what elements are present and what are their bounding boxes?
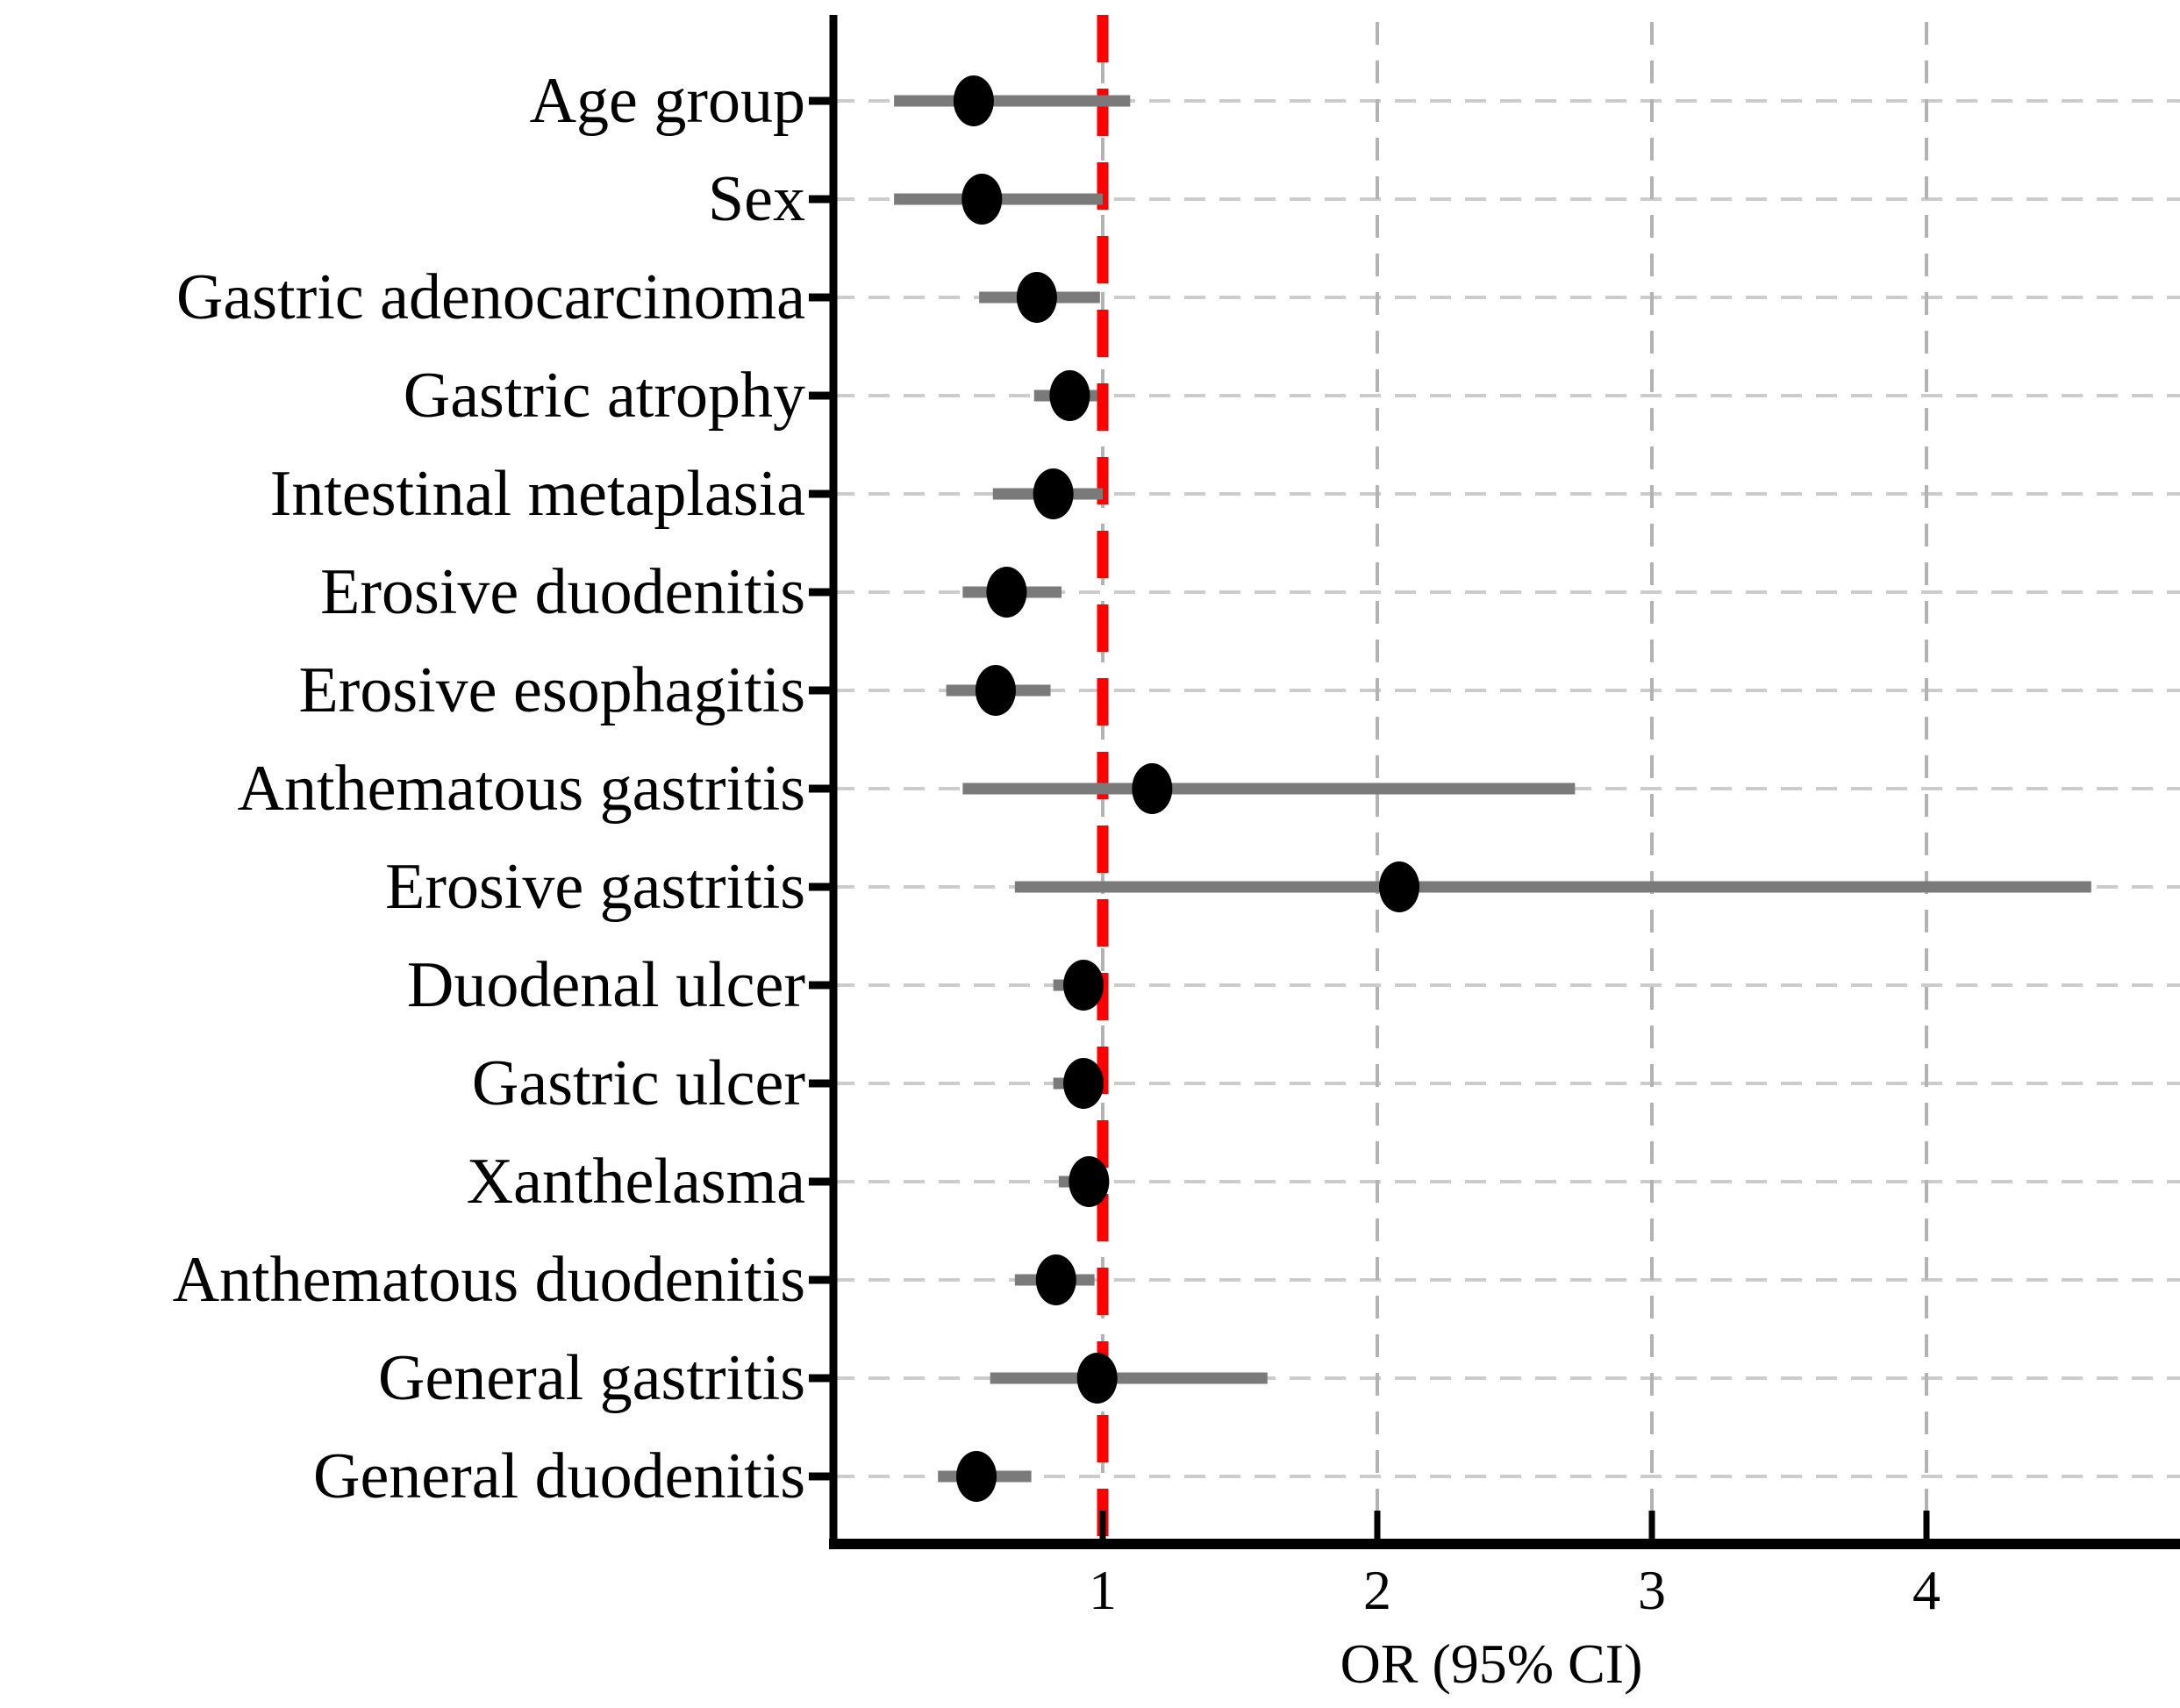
category-label: General duodenitis bbox=[313, 1440, 805, 1512]
or-point bbox=[1076, 1353, 1118, 1404]
or-point bbox=[1049, 370, 1090, 421]
or-point bbox=[1016, 272, 1057, 323]
or-point bbox=[1035, 1254, 1076, 1305]
category-label: General gastritis bbox=[378, 1342, 805, 1414]
or-point bbox=[956, 1451, 997, 1502]
category-label: Erosive esophagitis bbox=[298, 654, 805, 726]
category-label: Xanthelasma bbox=[467, 1146, 805, 1218]
or-point bbox=[1063, 1058, 1104, 1109]
category-label: Erosive duodenitis bbox=[320, 556, 805, 628]
x-tick-label: 3 bbox=[1638, 1559, 1666, 1621]
or-point bbox=[986, 567, 1027, 618]
category-label: Intestinal metaplasia bbox=[270, 458, 805, 530]
category-label: Anthematous gastritis bbox=[238, 753, 805, 825]
or-point bbox=[961, 174, 1003, 225]
or-point bbox=[1063, 960, 1104, 1011]
x-tick-label: 1 bbox=[1089, 1559, 1117, 1621]
x-axis-title: OR (95% CI) bbox=[1340, 1633, 1643, 1695]
x-tick-label: 2 bbox=[1363, 1559, 1391, 1621]
category-label: Erosive gastritis bbox=[385, 851, 805, 923]
or-point bbox=[1379, 861, 1420, 912]
or-point bbox=[1132, 763, 1173, 814]
or-point bbox=[1033, 468, 1074, 519]
category-label: Duodenal ulcer bbox=[407, 949, 805, 1021]
category-label: Sex bbox=[708, 163, 805, 235]
category-label: Gastric adenocarcinoma bbox=[176, 261, 805, 333]
or-point bbox=[975, 665, 1016, 716]
category-label: Gastric atrophy bbox=[404, 360, 805, 432]
category-label: Gastric ulcer bbox=[472, 1047, 805, 1119]
category-label: Anthematous duodenitis bbox=[173, 1244, 805, 1316]
category-label: Age group bbox=[530, 65, 805, 137]
or-point bbox=[1069, 1156, 1110, 1207]
x-tick-label: 4 bbox=[1912, 1559, 1941, 1621]
or-point bbox=[953, 75, 994, 126]
